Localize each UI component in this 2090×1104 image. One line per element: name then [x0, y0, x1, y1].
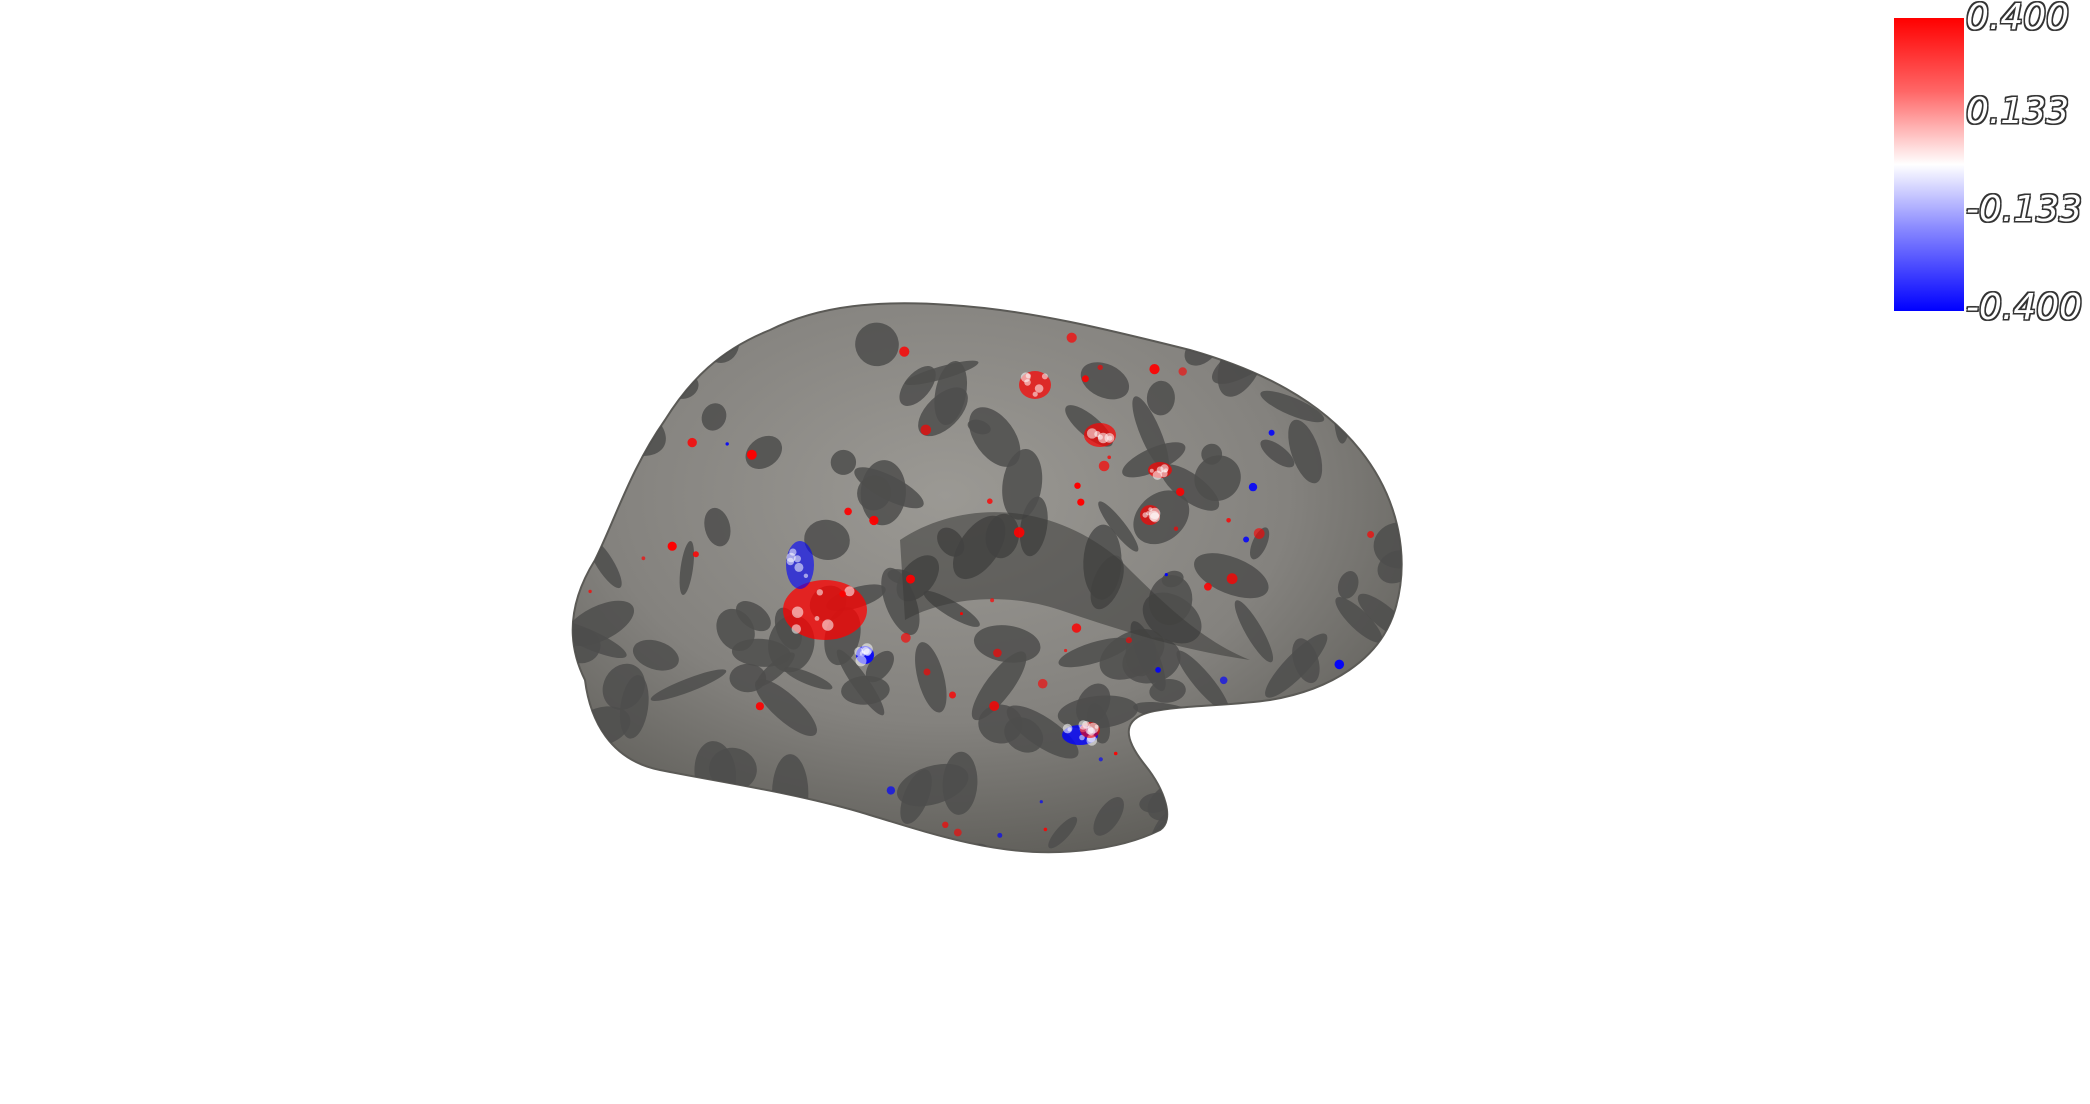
colorbar-upper-label: 0.133 — [1966, 91, 2070, 132]
colorbar-lower-label: -0.133 — [1966, 189, 2083, 230]
brain-mesh — [571, 302, 1403, 854]
sylvian-fissure — [900, 512, 1250, 660]
colorbar — [1894, 18, 1964, 311]
colorbar-min-label: -0.400 — [1966, 287, 2083, 328]
colorbar-max-label: 0.400 — [1966, 0, 2070, 38]
